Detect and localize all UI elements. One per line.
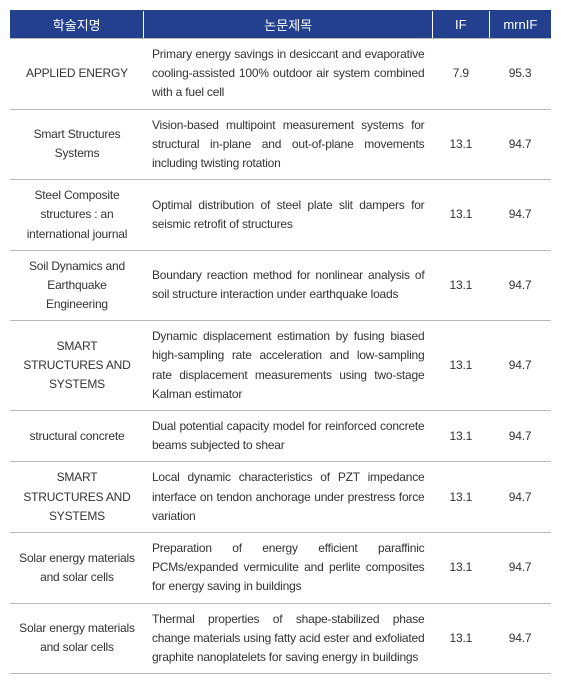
cell-journal: structural concrete [10,411,144,462]
cell-if: 13.1 [432,321,489,411]
cell-if: 13.1 [432,109,489,180]
col-header-title: 논문제목 [144,11,433,39]
cell-journal: Solar energy materials and solar cells [10,603,144,674]
table-row: Soil Dynamics and Earthquake Engineering… [10,250,551,321]
table-row: Steel Composite structures : an internat… [10,180,551,251]
cell-title: Dynamic displacement estimation by fusin… [144,321,433,411]
cell-title: Primary energy savings in desiccant and … [144,39,433,110]
cell-journal: Steel Composite structures : an internat… [10,180,144,251]
cell-if: 13.1 [432,462,489,533]
cell-if: 7.9 [432,39,489,110]
cell-mrnif: 94.7 [489,411,551,462]
col-header-mrnif: mrnIF [489,11,551,39]
table-row: structural concrete Dual potential capac… [10,411,551,462]
table-row: Smart Structures Systems Vision-based mu… [10,109,551,180]
cell-title: Vision-based multipoint measurement syst… [144,109,433,180]
table-row: SMART STRUCTURES AND SYSTEMS Local dynam… [10,462,551,533]
cell-if: 13.1 [432,180,489,251]
cell-journal: APPLIED ENERGY [10,39,144,110]
cell-if: 13.1 [432,411,489,462]
cell-title: Thermal properties of shape-stabilized p… [144,603,433,674]
cell-mrnif: 94.7 [489,462,551,533]
table-header: 학술지명 논문제목 IF mrnIF [10,11,551,39]
col-header-if: IF [432,11,489,39]
table-row: Solar energy materials and solar cells T… [10,603,551,674]
publications-table: 학술지명 논문제목 IF mrnIF APPLIED ENERGY Primar… [10,10,551,674]
table-body: APPLIED ENERGY Primary energy savings in… [10,39,551,674]
table-row: APPLIED ENERGY Primary energy savings in… [10,39,551,110]
cell-title: Boundary reaction method for nonlinear a… [144,250,433,321]
cell-journal: Smart Structures Systems [10,109,144,180]
cell-if: 13.1 [432,250,489,321]
cell-journal: SMART STRUCTURES AND SYSTEMS [10,462,144,533]
cell-mrnif: 94.7 [489,321,551,411]
cell-if: 13.1 [432,603,489,674]
cell-mrnif: 94.7 [489,180,551,251]
cell-title: Local dynamic characteristics of PZT imp… [144,462,433,533]
cell-title: Dual potential capacity model for reinfo… [144,411,433,462]
table-row: SMART STRUCTURES AND SYSTEMS Dynamic dis… [10,321,551,411]
col-header-journal: 학술지명 [10,11,144,39]
cell-title: Optimal distribution of steel plate slit… [144,180,433,251]
cell-mrnif: 94.7 [489,603,551,674]
cell-journal: SMART STRUCTURES AND SYSTEMS [10,321,144,411]
cell-mrnif: 94.7 [489,250,551,321]
cell-mrnif: 95.3 [489,39,551,110]
cell-journal: Soil Dynamics and Earthquake Engineering [10,250,144,321]
cell-mrnif: 94.7 [489,109,551,180]
